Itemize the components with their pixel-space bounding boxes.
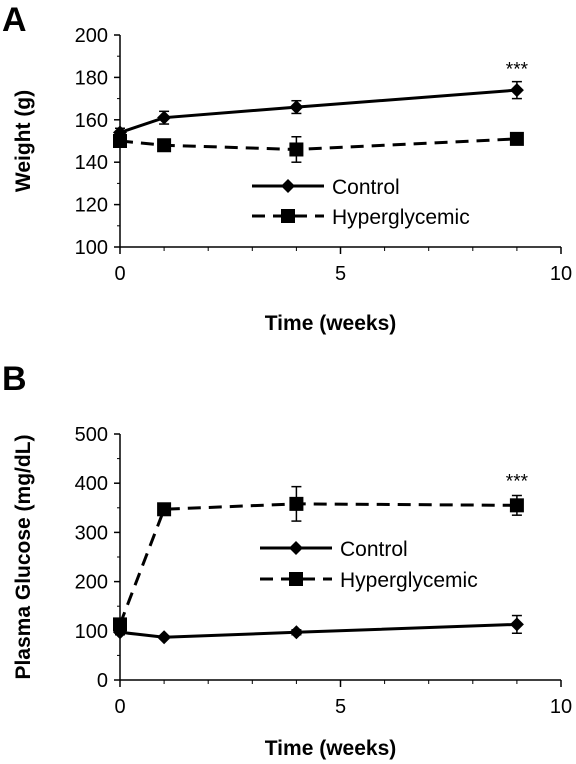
series-control	[113, 80, 524, 140]
y-tick-label: 120	[75, 195, 108, 217]
series-line	[118, 502, 517, 625]
data-point	[509, 83, 524, 98]
panel-letter: A	[2, 1, 27, 39]
y-tick-label: 200	[75, 572, 108, 594]
x-tick-label: 0	[114, 696, 125, 718]
legend-marker	[281, 209, 295, 223]
y-axis-title: Weight (g)	[12, 90, 35, 192]
x-tick-label: 5	[335, 263, 346, 285]
data-point	[157, 110, 172, 125]
y-axis-title: Plasma Glucose (mg/dL)	[12, 434, 35, 679]
legend-marker	[289, 572, 303, 586]
data-point	[289, 142, 304, 157]
y-tick-label: 180	[75, 67, 108, 89]
series-hyperglycemic	[113, 131, 524, 163]
x-axis-title: Time (weeks)	[265, 312, 397, 335]
y-tick-label: 140	[75, 152, 108, 174]
x-tick-label: 0	[114, 263, 125, 285]
data-point	[157, 630, 172, 645]
series-control	[113, 614, 524, 645]
x-axis-title: Time (weeks)	[265, 737, 397, 760]
y-tick-label: 160	[75, 110, 108, 132]
y-tick-label: 0	[97, 670, 108, 692]
data-point	[509, 617, 524, 632]
data-point	[509, 131, 524, 146]
legend-label: Control	[332, 176, 400, 199]
x-tick-label: 5	[335, 696, 346, 718]
chart-panel-b: B 0 100 200 300 400 500 0 5 10 Time (weeks) Plasma …	[2, 360, 572, 760]
legend: Control Hyperglycemic	[260, 538, 478, 592]
data-point	[113, 134, 127, 148]
y-tick-label: 100	[75, 621, 108, 643]
legend-marker	[281, 179, 295, 193]
series-line	[119, 88, 518, 134]
series-line	[119, 137, 517, 151]
legend-label: Control	[340, 538, 408, 561]
legend: Control Hyperglycemic	[252, 176, 470, 229]
y-tick-label: 500	[75, 424, 108, 446]
data-point	[113, 617, 127, 632]
x-tick-label: 10	[550, 696, 572, 718]
data-point	[289, 496, 304, 511]
series-hyperglycemic	[113, 485, 524, 632]
series-line	[119, 622, 517, 639]
significance-marker: ***	[506, 60, 529, 81]
y-tick-label: 400	[75, 473, 108, 495]
chart-panel-a: A 100 120 140 160 180 200 0 5 10 Time (weeks) Weigh…	[2, 1, 572, 335]
legend-label: Hyperglycemic	[332, 206, 470, 229]
data-point	[289, 625, 304, 640]
data-point	[157, 502, 172, 517]
y-tick-label: 300	[75, 522, 108, 544]
x-tick-label: 10	[550, 263, 572, 285]
data-point	[509, 498, 524, 513]
y-tick-label: 200	[75, 25, 108, 47]
y-tick-label: 100	[75, 237, 108, 259]
legend-label: Hyperglycemic	[340, 569, 478, 592]
significance-marker: ***	[506, 472, 529, 493]
panel-letter: B	[2, 360, 27, 398]
data-point	[289, 100, 304, 115]
data-point	[157, 138, 172, 153]
legend-marker	[289, 541, 303, 555]
